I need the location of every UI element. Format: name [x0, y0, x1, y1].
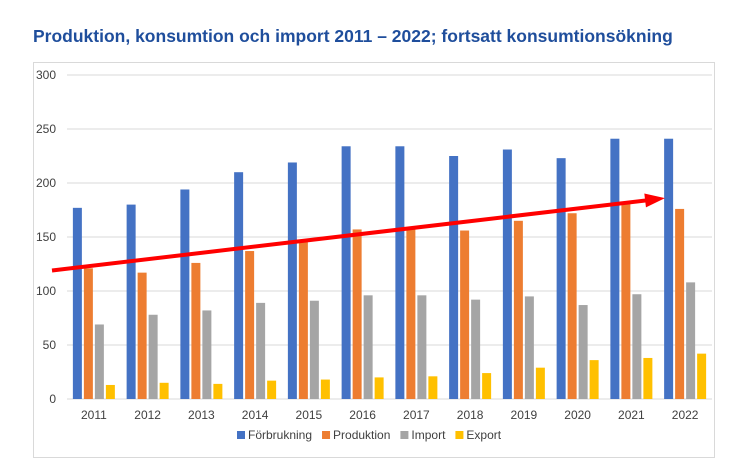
bar-förbrukning-2019: [502, 149, 512, 399]
x-tick-label: 2016: [349, 408, 376, 422]
bar-export-2012: [159, 382, 169, 399]
bar-förbrukning-2011: [72, 207, 82, 399]
bar-export-2013: [213, 383, 223, 399]
bar-produktion-2019: [513, 220, 523, 399]
legend-swatch: [322, 431, 331, 439]
trend-arrow-line: [51, 197, 658, 273]
y-tick-label: 150: [36, 230, 56, 244]
x-tick-label: 2011: [81, 408, 107, 422]
bar-import-2019: [524, 296, 534, 399]
bar-förbrukning-2022: [664, 138, 674, 399]
bar-förbrukning-2016: [341, 146, 351, 399]
y-tick-label: 200: [36, 176, 56, 190]
y-tick-label: 0: [49, 392, 56, 406]
bar-produktion-2014: [245, 251, 255, 399]
bar-produktion-2018: [460, 230, 470, 399]
bar-förbrukning-2015: [287, 162, 297, 399]
bar-produktion-2020: [567, 213, 577, 399]
legend-label: Förbrukning: [248, 428, 312, 442]
bar-import-2016: [363, 295, 373, 399]
bar-förbrukning-2020: [556, 158, 566, 399]
y-tick-label: 100: [36, 284, 56, 298]
x-tick-label: 2021: [618, 408, 645, 422]
bar-förbrukning-2013: [180, 189, 190, 399]
x-tick-label: 2022: [672, 408, 699, 422]
bar-produktion-2015: [298, 241, 308, 399]
bar-förbrukning-2018: [449, 156, 459, 399]
bar-import-2015: [309, 300, 319, 399]
bar-produktion-2011: [83, 268, 93, 399]
bar-import-2014: [256, 302, 266, 399]
x-tick-label: 2014: [242, 408, 269, 422]
bar-export-2019: [535, 367, 545, 399]
bar-förbrukning-2017: [395, 146, 405, 399]
legend-label: Export: [466, 428, 501, 442]
bar-import-2013: [202, 310, 212, 399]
trend-arrow-head: [644, 193, 665, 208]
x-tick-label: 2015: [296, 408, 323, 422]
bar-export-2018: [482, 373, 492, 399]
bar-import-2012: [148, 314, 158, 399]
legend-swatch: [237, 431, 245, 439]
x-tick-label: 2013: [188, 408, 215, 422]
bar-export-2011: [105, 384, 115, 399]
chart-frame: [33, 62, 715, 458]
bar-export-2015: [320, 379, 330, 399]
bar-förbrukning-2021: [610, 138, 620, 399]
x-tick-label: 2020: [564, 408, 591, 422]
x-tick-label: 2019: [511, 408, 538, 422]
bar-export-2016: [374, 377, 384, 399]
legend-label: Import: [411, 428, 446, 442]
bar-import-2020: [578, 305, 588, 399]
bar-export-2021: [643, 357, 653, 399]
x-tick-label: 2017: [403, 408, 430, 422]
y-tick-label: 300: [36, 68, 56, 82]
bar-produktion-2012: [137, 272, 147, 399]
x-tick-label: 2012: [134, 408, 161, 422]
bar-import-2022: [686, 282, 696, 399]
bar-produktion-2021: [621, 203, 631, 399]
bar-import-2018: [471, 299, 481, 399]
bar-export-2014: [267, 380, 277, 399]
bar-förbrukning-2012: [126, 204, 136, 399]
chart-title: Produktion, konsumtion och import 2011 –…: [33, 26, 673, 46]
x-tick-label: 2018: [457, 408, 484, 422]
bar-export-2017: [428, 376, 438, 399]
bar-produktion-2022: [675, 208, 685, 399]
bar-export-2020: [589, 360, 599, 399]
y-tick-label: 50: [43, 338, 57, 352]
bar-förbrukning-2014: [234, 172, 244, 399]
bar-export-2022: [697, 353, 707, 399]
legend-swatch: [400, 431, 409, 439]
bar-produktion-2013: [191, 262, 201, 399]
legend-label: Produktion: [333, 428, 390, 442]
bar-produktion-2017: [406, 228, 416, 399]
bar-import-2011: [94, 324, 104, 399]
bar-import-2021: [632, 294, 642, 399]
bar-import-2017: [417, 295, 427, 399]
bar-produktion-2016: [352, 229, 362, 399]
legend-swatch: [455, 431, 464, 439]
y-tick-label: 250: [36, 122, 56, 136]
